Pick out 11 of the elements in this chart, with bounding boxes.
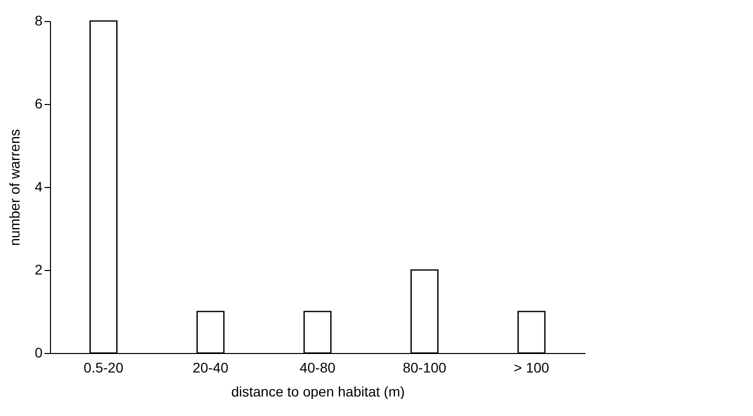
- x-tick-label: 20-40: [192, 360, 229, 376]
- y-axis-title: number of warrens: [6, 129, 23, 246]
- x-tick-label: 80-100: [402, 360, 447, 376]
- x-tick-label: 0.5-20: [84, 360, 124, 376]
- y-tick-label: 2: [34, 262, 43, 278]
- x-tick-label: > 100: [514, 360, 550, 376]
- y-tick-label: 8: [34, 12, 43, 28]
- y-tick-label: 6: [34, 96, 43, 112]
- y-tick-label: 0: [34, 344, 43, 360]
- x-tick-label: 40-80: [300, 360, 336, 376]
- y-tick-label: 4: [34, 178, 43, 194]
